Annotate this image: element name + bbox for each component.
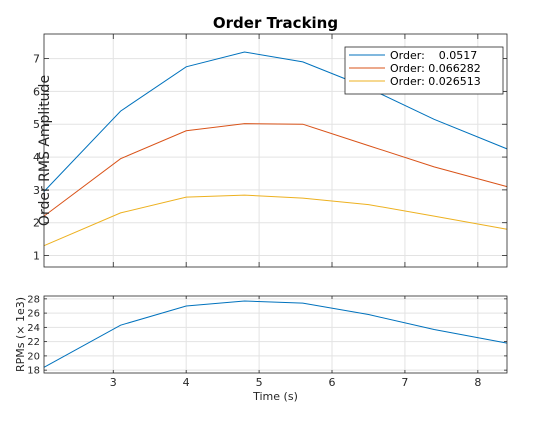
y-tick-label: 2 xyxy=(33,217,40,230)
series-line-3 xyxy=(43,194,508,247)
y-tick-label: 5 xyxy=(33,118,40,131)
y-tick-label: 7 xyxy=(33,53,40,66)
x-tick-label: 3 xyxy=(110,376,117,389)
x-tick-label: 6 xyxy=(329,376,336,389)
chart-title: Order Tracking xyxy=(213,14,338,32)
y-tick-label: 4 xyxy=(33,151,40,164)
legend-entry: Order: 0.066282 xyxy=(390,62,481,75)
legend-entry: Order: 0.0517 xyxy=(390,49,477,62)
y-tick-label: 1 xyxy=(33,250,40,263)
y-tick-label: 26 xyxy=(27,309,40,320)
bottom-axes: 3 4 5 6 7 8 18 20 22 24 26 28 Time (s) RPMs (× 1e3) xyxy=(14,294,508,403)
y-tick-label: 24 xyxy=(27,323,40,334)
x-tick-label: 8 xyxy=(474,376,481,389)
legend-entry: Order: 0.026513 xyxy=(390,75,481,88)
series-line-1 xyxy=(43,300,508,368)
x-tick-label: 7 xyxy=(401,376,408,389)
y-tick-label: 22 xyxy=(27,337,40,348)
x-axis-label: Time (s) xyxy=(252,390,298,403)
y-axis-label: RPMs (× 1e3) xyxy=(14,297,27,372)
top-axes: 1 2 3 4 5 6 7 Order Tracking Order RMS Amplitude… xyxy=(33,14,508,268)
y-tick-label: 20 xyxy=(27,351,40,362)
series-line-1 xyxy=(43,51,508,192)
y-tick-label: 18 xyxy=(27,366,40,377)
axes-box xyxy=(43,33,508,268)
plot-area xyxy=(44,296,507,373)
y-axis-label: Order RMS Amplitude xyxy=(37,75,53,226)
x-tick-label: 4 xyxy=(183,376,190,389)
x-tick-label: 5 xyxy=(256,376,263,389)
y-tick-label: 3 xyxy=(33,184,40,197)
axes-box xyxy=(43,295,508,374)
y-tick-label: 28 xyxy=(27,294,40,305)
y-tick-label: 6 xyxy=(33,85,40,98)
series-line-2 xyxy=(43,123,508,217)
